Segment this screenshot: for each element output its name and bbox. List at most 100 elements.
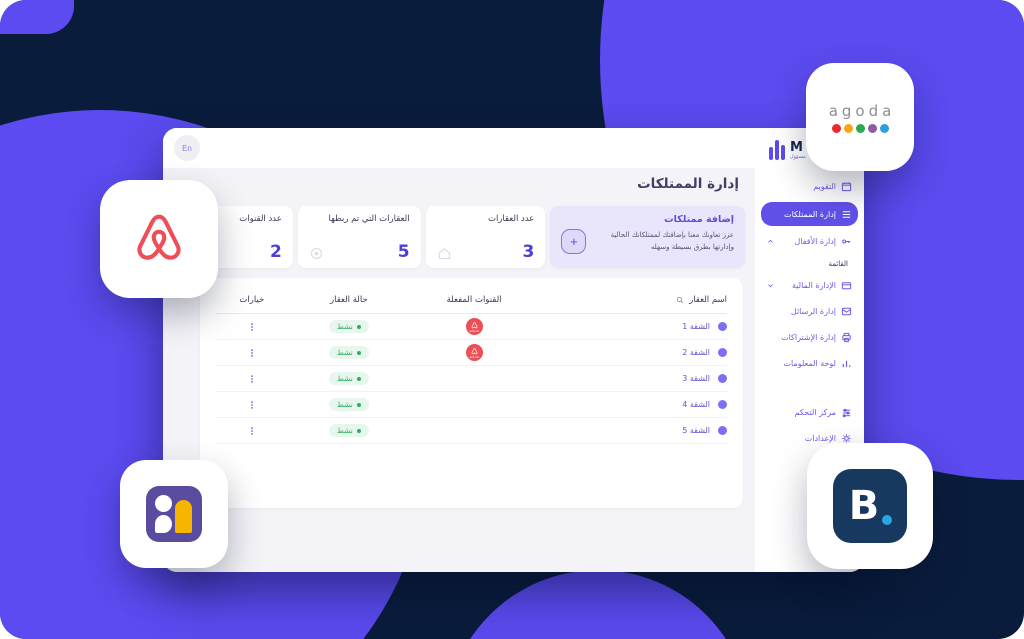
row-options-kebab-icon[interactable] <box>216 373 288 385</box>
calendar-icon <box>841 181 852 192</box>
table-header-row: اسم العقار القنوات المفعلة حالة العقار خ… <box>216 286 727 314</box>
search-icon[interactable] <box>676 296 684 304</box>
sidebar-item-label: الإعدادات <box>804 434 836 443</box>
stat-value: 2 <box>269 242 282 262</box>
dashboard-window: M مسؤول التقويم إدارة الممتلكات <box>163 128 864 572</box>
sidebar-item-label: مركز التحكم <box>794 408 836 417</box>
status-dot <box>356 428 361 433</box>
sidebar-item-control-center[interactable]: مركز التحكم <box>761 402 858 423</box>
airbnb-channel-icon[interactable]: airbnb <box>465 318 483 335</box>
row-options-kebab-icon[interactable] <box>216 399 288 411</box>
sidebar-item-settings[interactable]: الإعدادات <box>761 428 858 449</box>
stat-value: 5 <box>397 242 410 262</box>
sidebar-item-subscriptions[interactable]: إدارة الإشتراكات <box>761 327 858 348</box>
language-toggle-button[interactable]: En <box>174 135 200 161</box>
sidebar-item-label: إدارة الرسائل <box>790 307 836 316</box>
gathern-logo-icon <box>146 486 202 542</box>
stat-card-linked-properties: العقارات التي تم ربطها 5 <box>297 206 421 268</box>
sidebar-item-label: التقويم <box>813 182 836 191</box>
add-property-title: إضافة ممتلكات <box>664 214 734 225</box>
sliders-icon <box>841 407 852 418</box>
property-dot <box>718 348 727 357</box>
airbnb-app-icon <box>100 180 218 298</box>
home-icon <box>437 246 452 261</box>
property-name: الشقة 2 <box>682 348 710 357</box>
sidebar-section-label: القائمة <box>828 260 849 268</box>
column-header-status: حالة العقار <box>330 294 368 305</box>
sidebar-item-calendar[interactable]: التقويم <box>761 176 858 197</box>
status-badge: نشط <box>328 371 369 386</box>
gear-icon <box>841 433 852 444</box>
column-header-name: اسم العقار <box>538 295 727 305</box>
status-badge: نشط <box>328 319 369 334</box>
sidebar-item-label: لوحة المعلومات <box>783 359 836 368</box>
status-badge: نشط <box>328 397 369 412</box>
table-row[interactable]: الشقة 4 نشط <box>216 392 727 418</box>
stats-row: إضافة ممتلكات عزز تعاونك معنا بإضافتك لم… <box>173 206 745 268</box>
table-row[interactable]: الشقة 2 airbnb نشط <box>216 340 727 366</box>
content-body: إضافة ممتلكات عزز تعاونك معنا بإضافتك لم… <box>163 200 755 572</box>
list-icon <box>841 209 852 220</box>
page-header: إدارة الممتلكات <box>163 168 755 200</box>
sidebar-menu: التقويم إدارة الممتلكات إدارة الأقفال <box>761 176 858 475</box>
agoda-wordmark: agoda <box>828 101 896 120</box>
property-dot <box>718 374 727 383</box>
target-icon <box>309 246 324 261</box>
agoda-app-icon: agoda <box>806 63 914 171</box>
column-header-channels: القنوات المفعلة <box>446 294 502 305</box>
booking-logo-icon: B <box>833 469 907 543</box>
add-property-button[interactable]: + <box>561 229 587 254</box>
decor-blob-bottom <box>445 570 751 639</box>
add-property-card: إضافة ممتلكات عزز تعاونك معنا بإضافتك لم… <box>550 206 745 268</box>
row-options-kebab-icon[interactable] <box>216 347 288 359</box>
property-name: الشقة 1 <box>682 322 710 331</box>
airbnb-logo-icon <box>137 214 181 260</box>
column-header-options: خيارات <box>239 294 265 305</box>
stat-label: عدد العقارات <box>487 214 535 224</box>
table-row[interactable]: الشقة 1 airbnb نشط <box>216 314 727 340</box>
airbnb-channel-icon[interactable]: airbnb <box>465 344 483 361</box>
bar-chart-icon <box>841 358 852 369</box>
property-dot <box>718 400 727 409</box>
booking-app-icon: B <box>807 443 933 569</box>
property-name: الشقة 5 <box>682 426 710 435</box>
sidebar-item-messages[interactable]: إدارة الرسائل <box>761 301 858 322</box>
sidebar-item-label: إدارة الأقفال <box>794 237 836 246</box>
status-badge: نشط <box>328 423 369 438</box>
status-badge: نشط <box>328 345 369 360</box>
stat-value: 3 <box>522 242 535 262</box>
chevron-up-icon <box>767 238 774 245</box>
agoda-dots-icon <box>831 123 889 133</box>
stat-card-properties-count: عدد العقارات 3 <box>425 206 546 268</box>
sidebar-item-label: إدارة الإشتراكات <box>781 333 836 342</box>
row-options-kebab-icon[interactable] <box>216 425 288 437</box>
printer-icon <box>841 332 852 343</box>
sidebar-item-finance[interactable]: الإدارة المالية <box>761 275 858 296</box>
sidebar-item-label: الإدارة المالية <box>791 281 836 290</box>
property-name: الشقة 4 <box>682 400 710 409</box>
status-dot <box>356 324 361 329</box>
booking-letter: B <box>848 483 880 529</box>
property-name: الشقة 3 <box>682 374 710 383</box>
add-property-description: عزز تعاونك معنا بإضافتك لممتلكاتك الحالي… <box>610 231 734 251</box>
app-logo: M مسؤول <box>761 140 848 160</box>
stat-label: عدد القنوات <box>239 214 282 224</box>
sidebar-item-locks[interactable]: إدارة الأقفال <box>761 231 858 252</box>
property-dot <box>718 426 727 435</box>
logo-bars-icon <box>769 140 785 160</box>
sidebar-item-properties[interactable]: إدارة الممتلكات <box>761 202 858 226</box>
stat-label: العقارات التي تم ربطها <box>328 214 410 224</box>
mail-icon <box>841 306 852 317</box>
page-title: إدارة الممتلكات <box>637 176 739 192</box>
properties-table: اسم العقار القنوات المفعلة حالة العقار خ… <box>200 278 743 508</box>
booking-dot-icon <box>882 515 892 525</box>
status-dot <box>356 376 361 381</box>
table-row[interactable]: الشقة 3 نشط <box>216 366 727 392</box>
table-row[interactable]: الشقة 5 نشط <box>216 418 727 444</box>
row-options-kebab-icon[interactable] <box>216 321 288 333</box>
key-icon <box>841 236 852 247</box>
property-dot <box>718 322 727 331</box>
chevron-down-icon <box>767 282 774 289</box>
sidebar-item-dashboard[interactable]: لوحة المعلومات <box>761 353 858 374</box>
